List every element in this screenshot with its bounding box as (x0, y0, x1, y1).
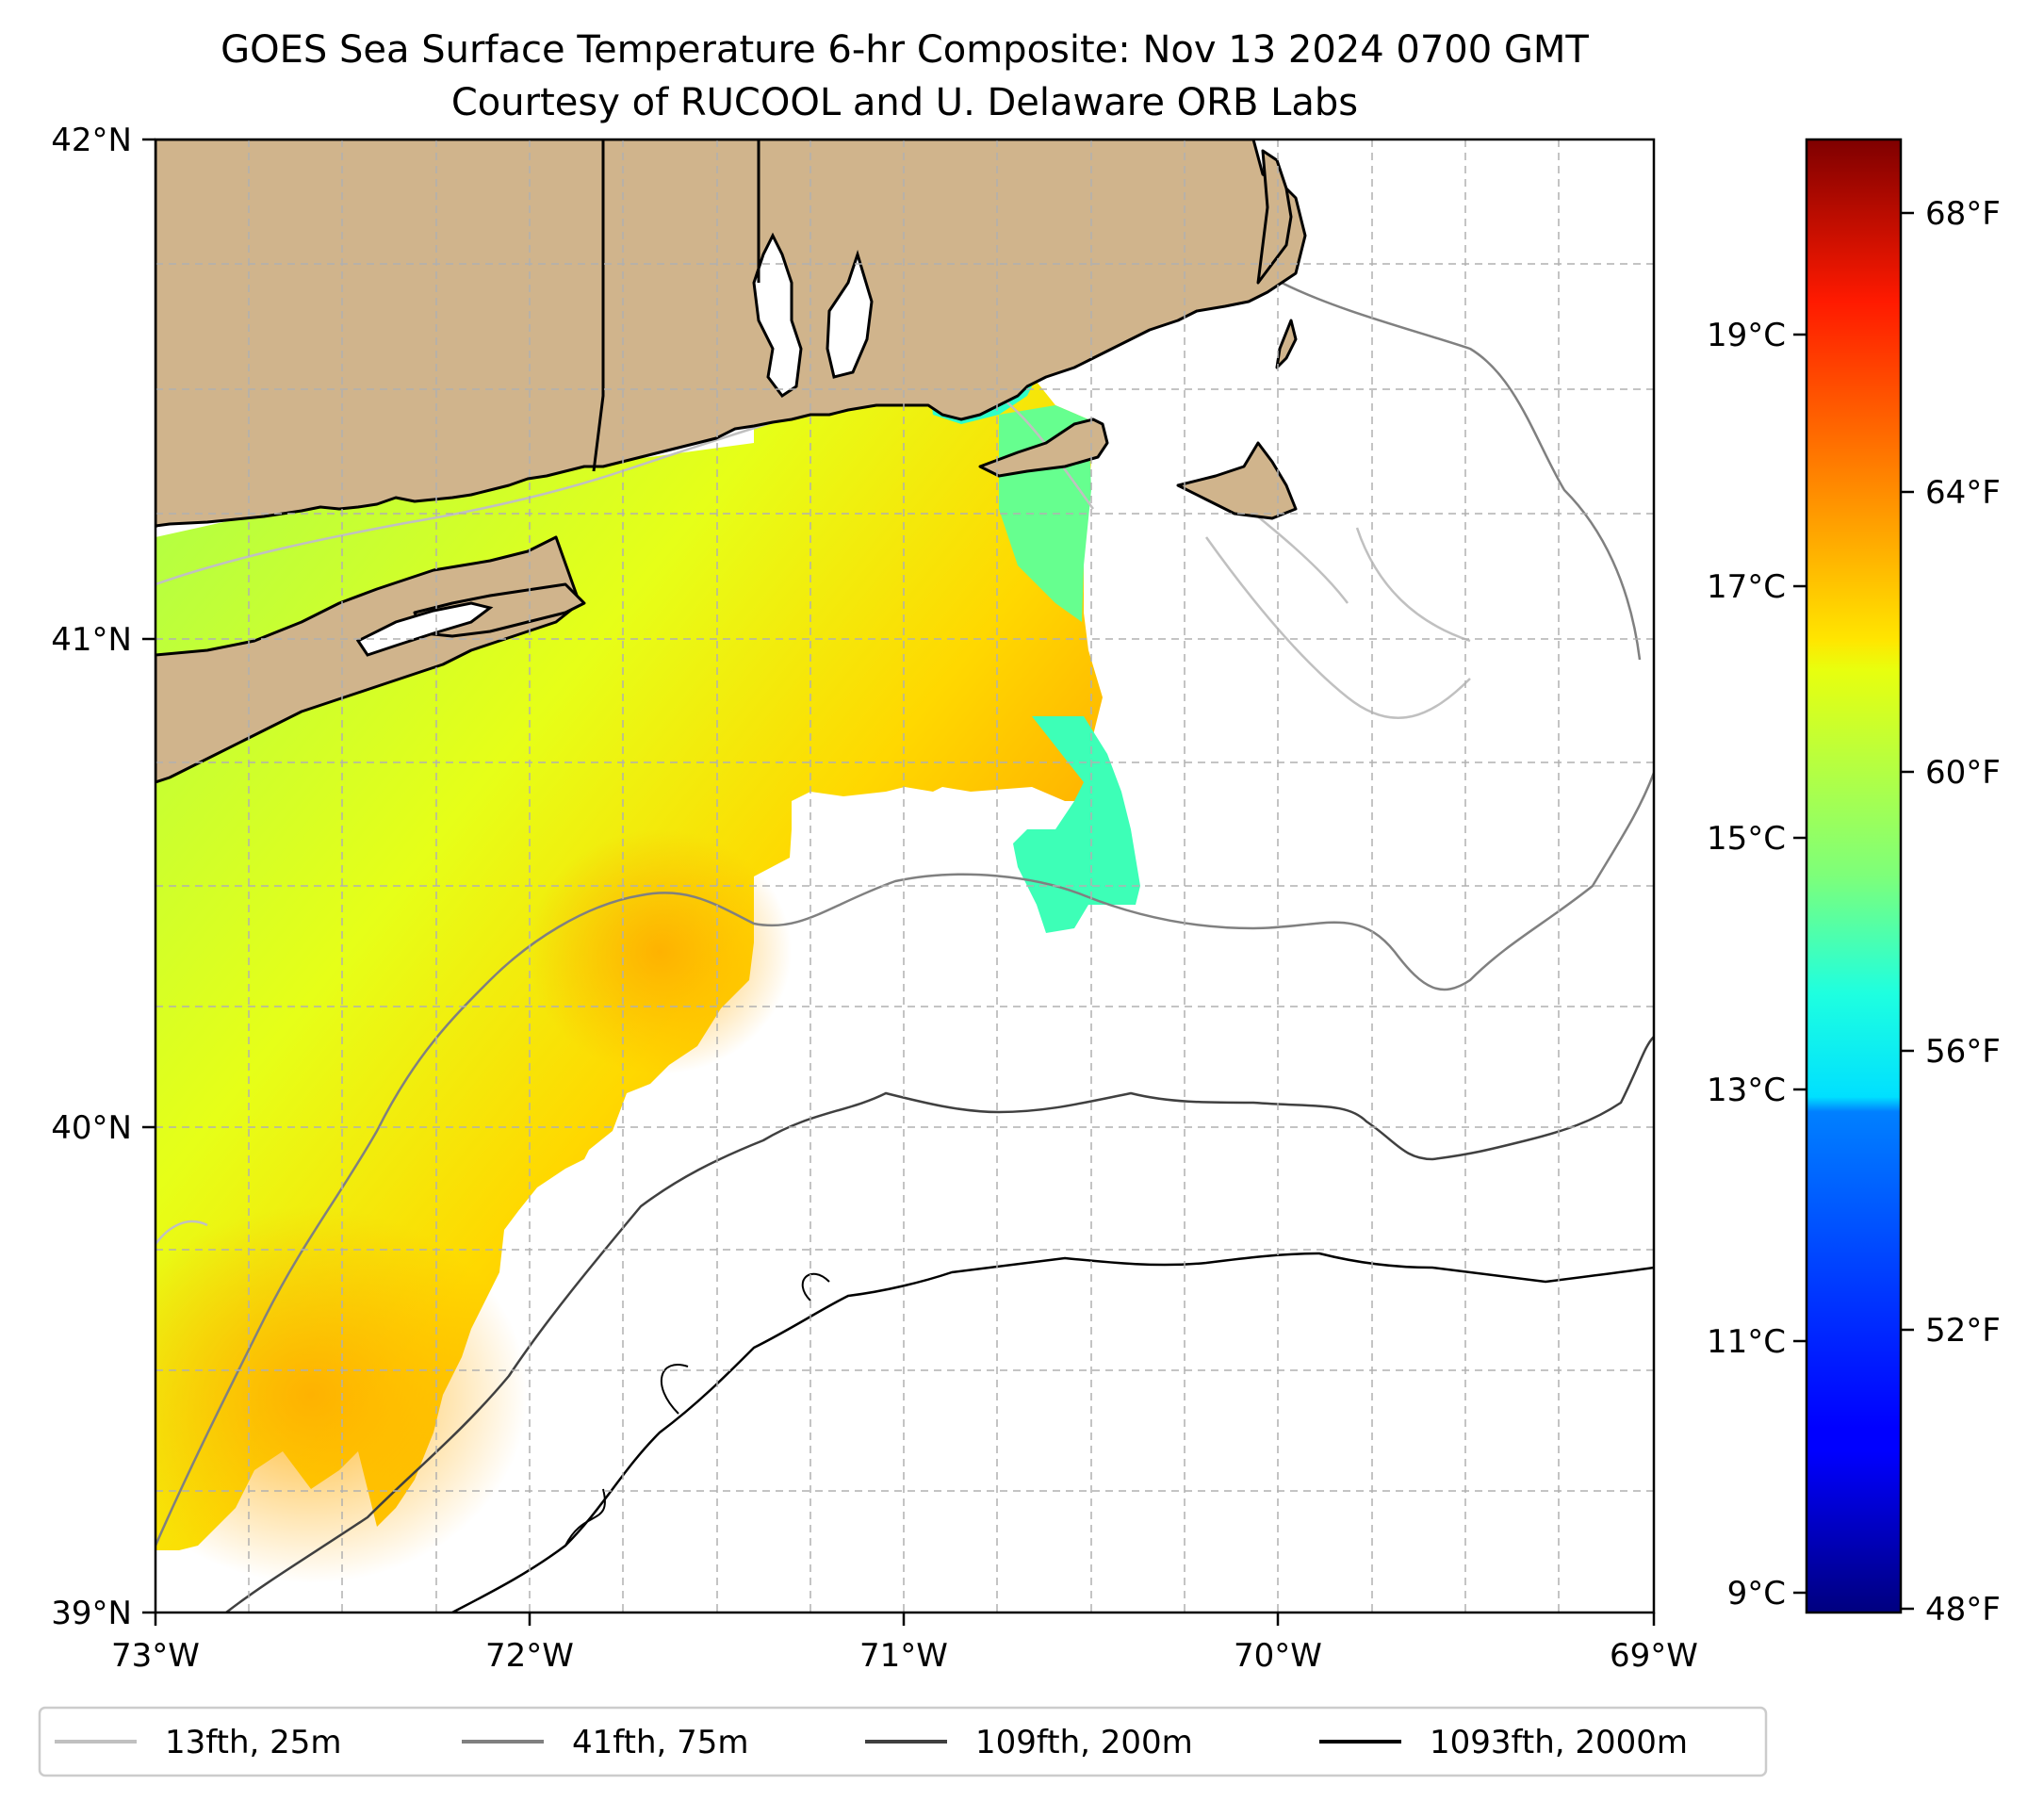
cbar-label-15c: 15°C (1707, 820, 1786, 858)
state-borders (155, 139, 760, 528)
legend-label-75m: 41fth, 75m (572, 1724, 749, 1761)
land-monomoy (1275, 319, 1298, 369)
sst-cool-eastern (1013, 716, 1140, 933)
cbar-label-17c: 17°C (1707, 568, 1786, 606)
map-area[interactable] (94, 139, 1654, 1613)
lat-label-39n: 39°N (51, 1595, 132, 1632)
land-marthas-vineyard (978, 418, 1109, 478)
cbar-label-13c: 13°C (1707, 1072, 1786, 1109)
cbar-label-48f: 48°F (1925, 1591, 2001, 1629)
map-grid (155, 139, 1654, 1613)
axis-ticks (142, 138, 1656, 1626)
colorbar-gradient (1805, 138, 1903, 1614)
lat-label-40n: 40°N (51, 1109, 132, 1147)
land-nantucket (1176, 441, 1298, 520)
lon-label-69w: 69°W (1610, 1637, 1698, 1675)
cbar-label-9c: 9°C (1727, 1575, 1786, 1613)
land-cape-cod-tip (1256, 149, 1293, 285)
narragansett-bay (752, 232, 803, 399)
bathymetry-contours (155, 139, 1654, 1613)
contour-2000m (451, 1252, 1654, 1613)
legend-label-2000m: 1093fth, 2000m (1430, 1724, 1688, 1761)
peconic-bay (355, 601, 494, 657)
colorbar: 19°C 17°C 15°C 13°C 11°C 9°C 68°F 64°F 6… (1707, 138, 2001, 1629)
sst-warm-eddy (528, 829, 792, 1074)
cbar-label-68f: 68°F (1925, 195, 2001, 233)
lat-label-42n: 42°N (51, 122, 132, 159)
cbar-label-52f: 52°F (1925, 1312, 2001, 1350)
colorbar-ticks (1793, 211, 1914, 1611)
sst-warm-southwest (155, 1206, 528, 1583)
cbar-label-60f: 60°F (1925, 754, 2001, 792)
lon-label-70w: 70°W (1234, 1637, 1322, 1675)
border-ct-ri (592, 139, 605, 472)
legend-label-25m: 13fth, 25m (165, 1724, 342, 1761)
contour-200m (225, 1036, 1654, 1613)
land-masses (155, 139, 1307, 784)
contour-2000m-canyons (564, 1272, 830, 1547)
lon-label-72w: 72°W (485, 1637, 574, 1675)
buzzards-bay (826, 250, 874, 379)
lat-label-41n: 41°N (51, 621, 132, 659)
cbar-label-56f: 56°F (1925, 1033, 2001, 1071)
lon-label-71w: 71°W (859, 1637, 948, 1675)
cbar-label-64f: 64°F (1925, 474, 2001, 512)
legend-label-200m: 109fth, 200m (975, 1724, 1193, 1761)
land-connecticut-ri-ma (155, 139, 1307, 528)
water-bays (355, 232, 874, 657)
cbar-label-19c: 19°C (1707, 317, 1786, 354)
map-title: GOES Sea Surface Temperature 6-hr Compos… (221, 28, 1589, 72)
map-subtitle: Courtesy of RUCOOL and U. Delaware ORB L… (451, 81, 1358, 124)
cbar-label-11c: 11°C (1707, 1323, 1786, 1361)
lon-label-73w: 73°W (111, 1637, 200, 1675)
legend: 13fth, 25m 41fth, 75m 109fth, 200m 1093f… (38, 1706, 1768, 1777)
